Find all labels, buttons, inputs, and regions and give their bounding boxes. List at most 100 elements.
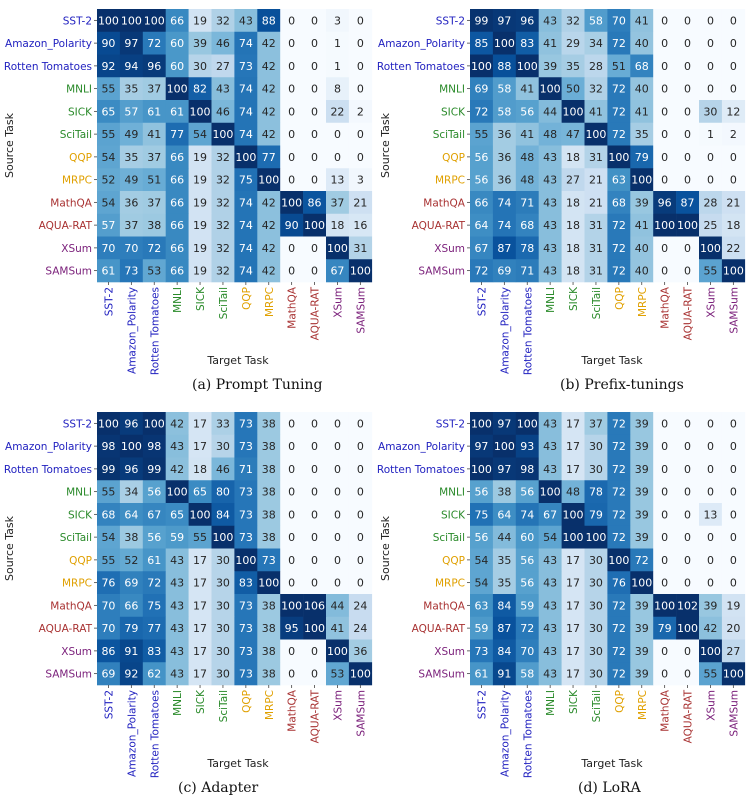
heatmap-cell <box>721 168 746 192</box>
heatmap-cell <box>303 77 327 101</box>
col-tick-label: MNLI <box>545 690 557 716</box>
cell-value: 65 <box>193 486 207 499</box>
heatmap-cell <box>470 191 494 215</box>
cell-value: 100 <box>327 242 348 255</box>
col-tick-label: SAMSum <box>355 690 367 737</box>
cell-value: 32 <box>566 14 580 27</box>
row-tick-label: SST-2 <box>436 15 465 27</box>
row-tick-label: Amazon_Polarity <box>378 441 465 453</box>
cell-value: 0 <box>311 645 318 658</box>
heatmap-cell <box>607 434 631 458</box>
cell-value: 30 <box>216 577 230 590</box>
heatmap-cell <box>470 236 494 260</box>
cell-value: 0 <box>288 440 295 453</box>
cell-value: 0 <box>334 508 341 521</box>
cell-value: 67 <box>147 508 161 521</box>
col-tick-label: XSum <box>332 690 344 721</box>
heatmap-cell <box>280 100 304 124</box>
x-axis-label: Target Task <box>206 757 269 770</box>
cell-value: 55 <box>101 486 115 499</box>
cell-value: 43 <box>543 599 557 612</box>
cell-value: 38 <box>147 219 161 232</box>
heatmap-cell <box>470 168 494 192</box>
cell-value: 41 <box>147 128 161 141</box>
heatmap-cell <box>470 662 494 686</box>
cell-value: 38 <box>262 531 276 544</box>
cell-value: 43 <box>170 668 184 681</box>
heatmap-cell <box>280 616 304 640</box>
cell-value: 98 <box>147 440 161 453</box>
col-tick-label: QQP <box>614 690 626 713</box>
cell-value: 56 <box>147 486 161 499</box>
cell-value: 72 <box>612 37 626 50</box>
cell-value: 32 <box>216 242 230 255</box>
col-tick-label: Amazon_Polarity <box>126 690 138 777</box>
cell-value: 0 <box>357 463 364 476</box>
cell-value: 100 <box>281 196 302 209</box>
heatmap-cell <box>280 480 304 504</box>
heatmap-cell <box>188 145 212 169</box>
cell-value: 100 <box>304 219 325 232</box>
heatmap-cell <box>97 191 121 215</box>
cell-value: 0 <box>707 417 714 430</box>
heatmap-cell <box>211 77 235 101</box>
heatmap-cell <box>607 457 631 481</box>
heatmap-cell <box>538 457 562 481</box>
cell-value: 39 <box>635 440 649 453</box>
heatmap-cell <box>538 168 562 192</box>
cell-value: 22 <box>330 105 344 118</box>
cell-value: 42 <box>703 622 717 635</box>
heatmap-cell <box>165 77 189 101</box>
row-tick-label: QQP <box>69 152 92 164</box>
cell-value: 72 <box>520 622 534 635</box>
heatmap-cell <box>257 213 281 237</box>
heatmap-cell <box>607 31 631 55</box>
heatmap-cell <box>584 503 608 527</box>
cell-value: 0 <box>707 463 714 476</box>
heatmap-cell <box>348 77 373 101</box>
heatmap-cell <box>492 457 517 481</box>
cell-value: 0 <box>311 60 318 73</box>
heatmap-cell <box>326 503 350 527</box>
cell-value: 74 <box>520 508 534 521</box>
heatmap-cell <box>538 145 562 169</box>
cell-value: 17 <box>566 577 580 590</box>
heatmap-cell <box>584 639 608 663</box>
heatmap-cell <box>699 457 723 481</box>
cell-value: 42 <box>170 463 184 476</box>
heatmap-cell <box>97 594 121 618</box>
heatmap-cell <box>699 168 723 192</box>
heatmap-cell <box>561 145 585 169</box>
heatmap-cell <box>470 639 494 663</box>
heatmap-cell <box>280 191 304 215</box>
heatmap-cell <box>653 412 677 436</box>
heatmap-cell <box>188 9 212 33</box>
heatmap-cell <box>188 122 212 146</box>
cell-value: 43 <box>543 151 557 164</box>
heatmap-cell <box>515 662 539 686</box>
cell-value: 38 <box>262 645 276 658</box>
cell-value: 73 <box>239 417 253 430</box>
heatmap-cell <box>492 503 517 527</box>
cell-value: 99 <box>101 463 115 476</box>
cell-value: 74 <box>239 265 253 278</box>
heatmap-cell <box>188 168 212 192</box>
cell-value: 0 <box>288 128 295 141</box>
cell-value: 43 <box>543 463 557 476</box>
cell-value: 0 <box>288 83 295 96</box>
heatmap-cell <box>492 77 517 101</box>
heatmap-cell <box>584 100 608 124</box>
cell-value: 79 <box>658 622 672 635</box>
cell-value: 0 <box>357 60 364 73</box>
cell-value: 0 <box>707 14 714 27</box>
cell-value: 0 <box>707 60 714 73</box>
heatmap-cell <box>165 525 189 549</box>
heatmap-cell <box>142 145 166 169</box>
heatmap-cell <box>607 571 631 595</box>
cell-value: 0 <box>684 440 691 453</box>
heatmap-cell <box>211 213 235 237</box>
cell-value: 100 <box>608 151 629 164</box>
cell-value: 39 <box>193 37 207 50</box>
heatmap-cell <box>119 571 144 595</box>
cell-value: 100 <box>494 37 515 50</box>
